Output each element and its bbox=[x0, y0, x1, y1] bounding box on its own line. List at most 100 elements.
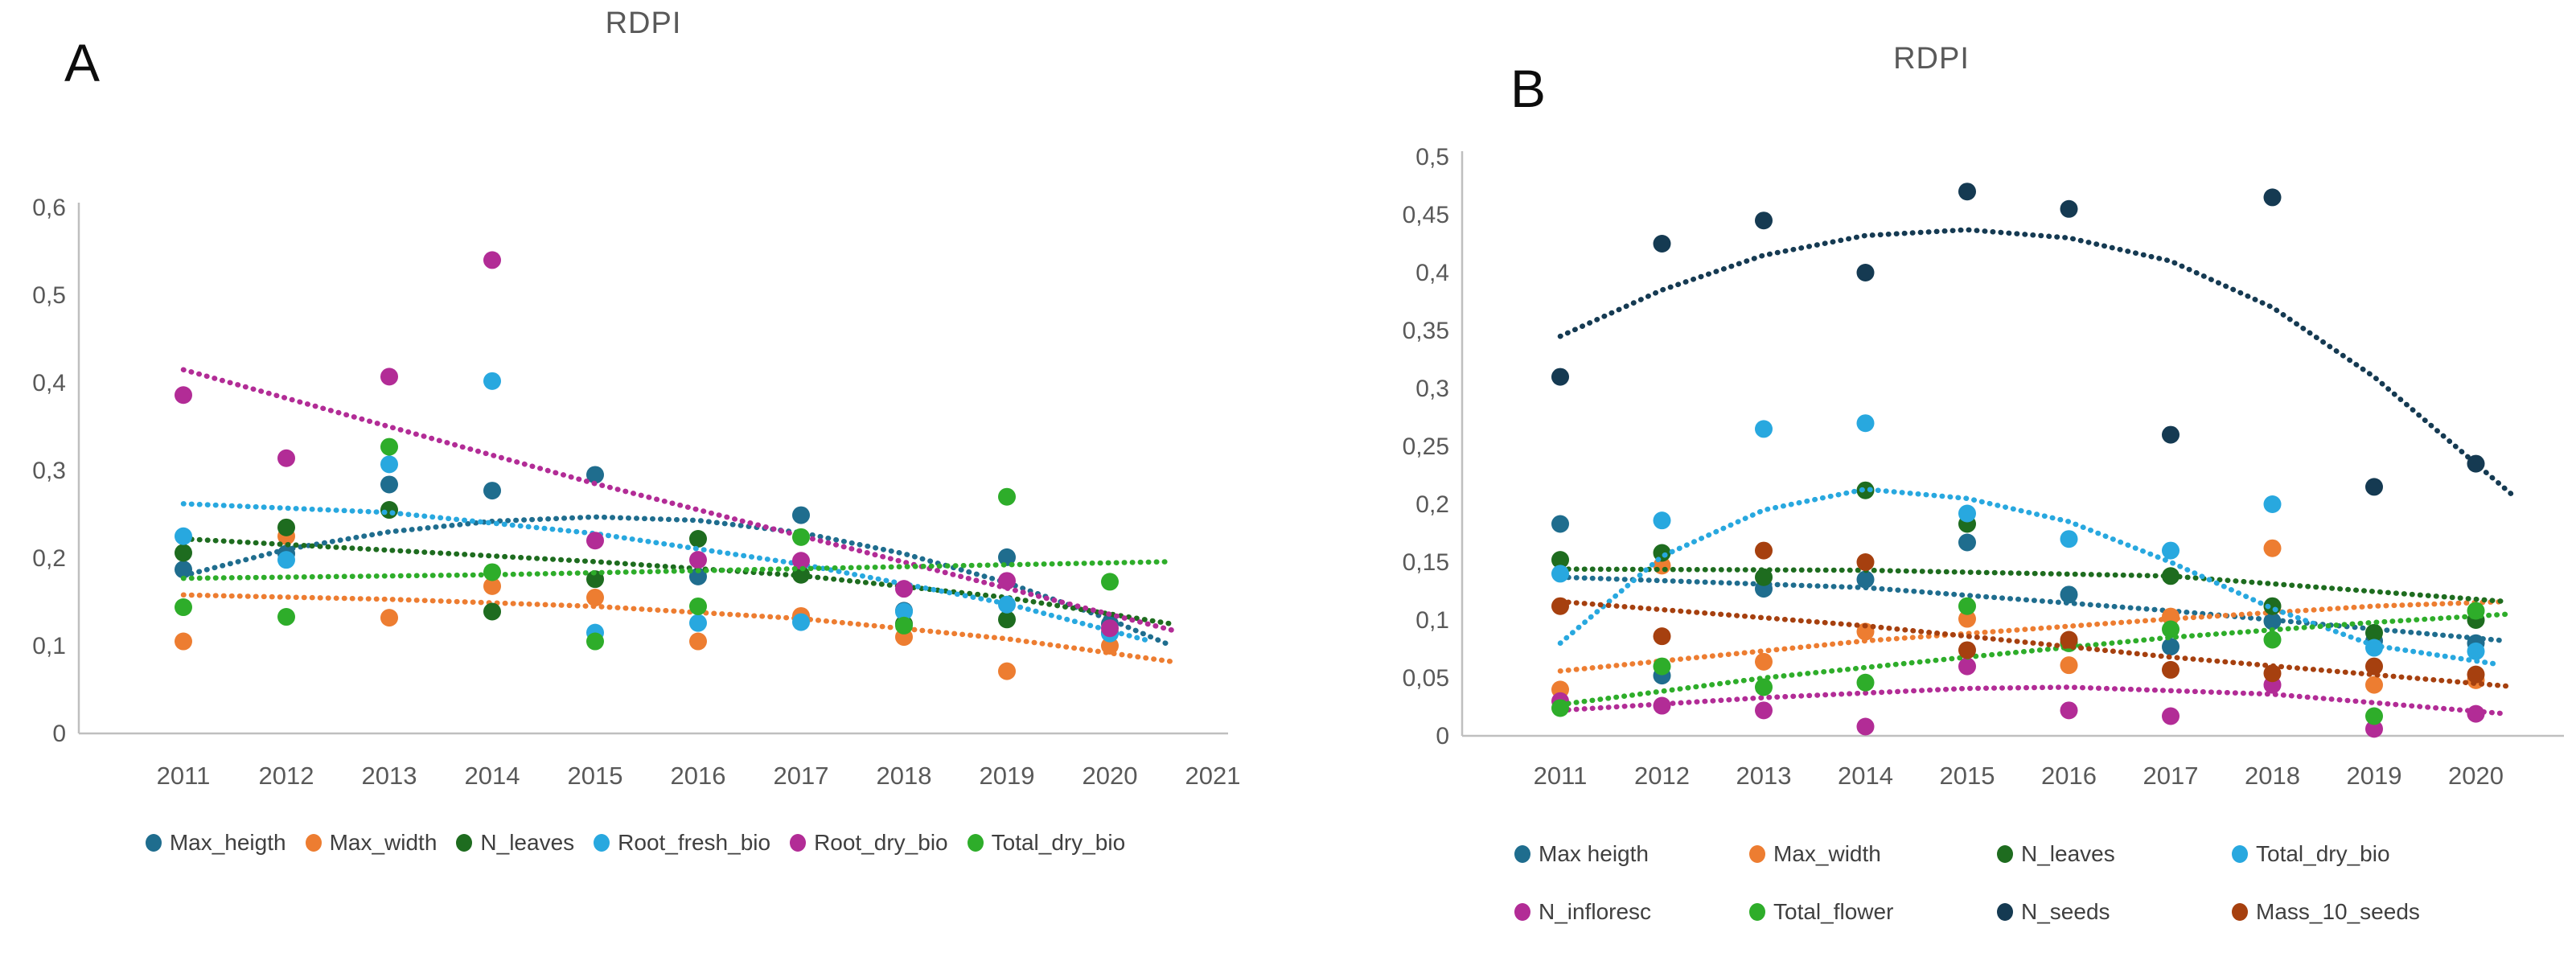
x-tick-label: 2016 bbox=[2041, 762, 2097, 790]
chart-a-title: RDPI bbox=[605, 6, 682, 40]
x-tick-label: 2018 bbox=[2245, 762, 2300, 790]
data-point bbox=[689, 530, 707, 548]
data-point bbox=[792, 613, 810, 631]
data-point bbox=[2060, 701, 2078, 720]
data-point bbox=[1958, 533, 1976, 552]
legend-marker-icon bbox=[1997, 845, 2013, 863]
data-point bbox=[689, 567, 707, 585]
data-point bbox=[1551, 565, 1569, 583]
data-point bbox=[1653, 627, 1671, 646]
data-point bbox=[175, 632, 192, 651]
x-tick-label: 2017 bbox=[2143, 762, 2199, 790]
series-total-dry-bio bbox=[175, 437, 1175, 651]
x-tick-label: 2013 bbox=[362, 762, 417, 790]
legend-item-total-flower: Total_flower bbox=[1749, 899, 1997, 925]
data-point bbox=[2467, 704, 2485, 723]
data-point bbox=[1551, 368, 1569, 386]
data-point bbox=[2365, 707, 2383, 725]
x-tick-label: 2019 bbox=[2347, 762, 2402, 790]
data-point bbox=[483, 482, 501, 500]
data-point bbox=[2162, 660, 2180, 679]
data-point bbox=[1755, 652, 1773, 671]
data-point bbox=[792, 506, 810, 524]
x-tick-label: 2014 bbox=[1838, 762, 1893, 790]
legend-item-total-dry-bio: Total_dry_bio bbox=[967, 830, 1126, 856]
trend-line bbox=[180, 592, 1175, 664]
legend-marker-icon bbox=[790, 834, 807, 852]
data-point bbox=[1958, 504, 1976, 523]
data-point bbox=[2060, 530, 2078, 548]
legend-row-2: N_infloresc Total_flower N_seeds Mass_10_se… bbox=[1514, 899, 2576, 925]
data-point bbox=[1755, 568, 1773, 586]
chart-b-plot-area: 0 0,05 0,1 0,15 0,2 0,25 0,3 0,35 0,4 0,45 0,5 2011… bbox=[1403, 144, 2564, 790]
data-point bbox=[2162, 620, 2180, 639]
data-point bbox=[586, 532, 604, 550]
data-point bbox=[1856, 570, 1875, 589]
series-root-fresh-bio bbox=[175, 372, 1154, 644]
series-n-seeds bbox=[1551, 183, 2520, 502]
y-tick-label: 0,45 bbox=[1403, 202, 1449, 228]
chart-b-legend: Max heigth Max_width N_leaves Total_dry_bio… bbox=[1514, 841, 2576, 957]
x-tick-label: 2017 bbox=[774, 762, 829, 790]
data-point bbox=[2467, 602, 2485, 620]
legend-label: Total_dry_bio bbox=[991, 830, 1126, 855]
data-point bbox=[2263, 664, 2282, 683]
trend-line bbox=[180, 536, 1175, 627]
data-point bbox=[483, 372, 501, 390]
data-point bbox=[998, 662, 1016, 680]
trend-line bbox=[180, 559, 1175, 581]
data-point bbox=[895, 602, 913, 621]
chart-b-title: RDPI bbox=[1893, 42, 1970, 76]
data-point bbox=[2365, 720, 2383, 738]
data-point bbox=[277, 449, 295, 467]
trend-line bbox=[1557, 598, 2509, 689]
data-point bbox=[998, 487, 1016, 506]
data-point bbox=[483, 563, 501, 581]
data-point bbox=[2060, 630, 2078, 649]
x-tick-label: 2016 bbox=[671, 762, 726, 790]
legend-marker-icon bbox=[2232, 845, 2248, 863]
trend-line bbox=[1557, 598, 2509, 674]
data-point bbox=[175, 386, 192, 405]
data-point bbox=[380, 475, 398, 494]
data-point bbox=[1653, 511, 1671, 530]
data-point bbox=[2162, 638, 2180, 656]
y-tick-label: 0,4 bbox=[1415, 260, 1449, 286]
legend-label: Max heigth bbox=[1539, 841, 1649, 866]
y-tick-label: 0,1 bbox=[32, 633, 66, 659]
data-point bbox=[2162, 607, 2180, 626]
x-tick-label: 2020 bbox=[1083, 762, 1138, 790]
legend-item-n-leaves: N_leaves bbox=[1997, 841, 2232, 867]
data-point bbox=[1856, 553, 1875, 571]
axes: 0 0,1 0,2 0,3 0,4 0,5 0,6 2011 2012 2013 2014 2015 2… bbox=[32, 195, 1240, 790]
y-tick-label: 0,2 bbox=[32, 545, 66, 572]
data-point bbox=[1958, 610, 1976, 628]
data-point bbox=[2060, 656, 2078, 675]
data-point bbox=[2060, 585, 2078, 604]
data-point bbox=[380, 455, 398, 474]
chart-a-plot-area: 0 0,1 0,2 0,3 0,4 0,5 0,6 2011 2012 2013 2014 2015 2… bbox=[32, 195, 1240, 790]
data-point bbox=[380, 437, 398, 456]
data-point bbox=[1653, 696, 1671, 715]
data-point bbox=[1755, 678, 1773, 696]
data-point bbox=[1856, 717, 1875, 736]
legend-item-max-heigth: Max heigth bbox=[1514, 841, 1749, 867]
data-point bbox=[1755, 420, 1773, 438]
data-point bbox=[2060, 199, 2078, 218]
data-point bbox=[380, 609, 398, 627]
trend-line bbox=[1557, 227, 2520, 502]
data-point bbox=[2365, 676, 2383, 694]
chart-a-panel-label: A bbox=[64, 33, 101, 92]
data-point bbox=[2263, 495, 2282, 513]
series-n-infloresc bbox=[1551, 657, 2509, 738]
y-tick-label: 0,2 bbox=[1415, 491, 1449, 518]
legend-item-n-infloresc: N_infloresc bbox=[1514, 899, 1749, 925]
axes: 0 0,05 0,1 0,15 0,2 0,25 0,3 0,35 0,4 0,45 0,5 2011… bbox=[1403, 144, 2564, 790]
data-point bbox=[1653, 657, 1671, 676]
x-tick-label: 2013 bbox=[1736, 762, 1792, 790]
data-point bbox=[1551, 699, 1569, 717]
data-point bbox=[175, 544, 192, 562]
data-point bbox=[1551, 515, 1569, 533]
legend-item-max-width: Max_width bbox=[305, 830, 437, 856]
